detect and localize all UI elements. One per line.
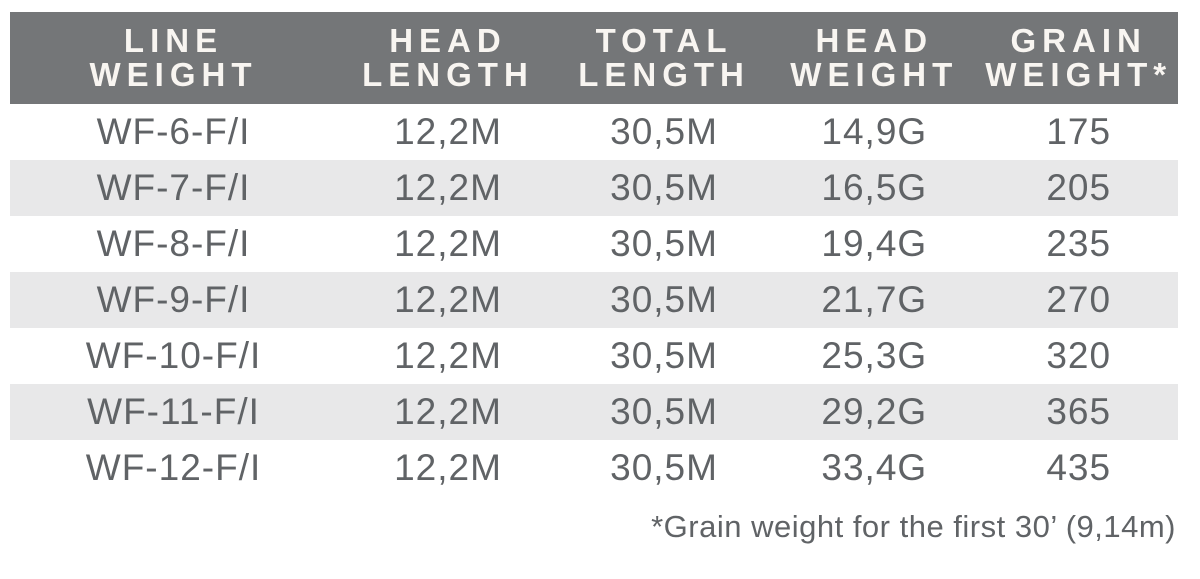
column-header-line-1: HEAD: [815, 22, 934, 60]
column-header-line-2: WEIGHT: [790, 56, 959, 93]
column-header-grain-weight: GRAIN WEIGHT*: [979, 24, 1178, 91]
column-header-line-2: WEIGHT: [89, 56, 258, 93]
cell-head-weight: 14,9G: [821, 111, 928, 152]
cell-grain-weight: 435: [1046, 447, 1112, 488]
column-header-line-1: TOTAL: [595, 22, 733, 60]
column-header-line-weight: LINE WEIGHT: [10, 24, 337, 91]
cell-head-length: 12,2M: [394, 223, 502, 264]
cell-total-length: 30,5M: [610, 391, 718, 432]
cell-line-weight: WF-12-F/I: [85, 447, 262, 488]
column-header-line-2: LENGTH: [362, 56, 534, 93]
cell-total-length: 30,5M: [610, 167, 718, 208]
column-header-head-weight: HEAD WEIGHT: [769, 24, 979, 91]
grain-weight-footnote: *Grain weight for the first 30’ (9,14m): [651, 509, 1176, 544]
cell-head-length: 12,2M: [394, 391, 502, 432]
cell-head-length: 12,2M: [394, 335, 502, 376]
cell-head-length: 12,2M: [394, 167, 502, 208]
column-header-line-2: WEIGHT*: [985, 56, 1173, 93]
table-row: WF-8-F/I 12,2M 30,5M 19,4G 235: [10, 216, 1178, 272]
cell-line-weight: WF-11-F/I: [87, 391, 260, 432]
column-header-line-1: HEAD: [389, 22, 507, 60]
table-header-row: LINE WEIGHT HEAD LENGTH TOTAL LENGTH HEA…: [10, 12, 1178, 104]
cell-total-length: 30,5M: [610, 279, 718, 320]
cell-head-weight: 33,4G: [821, 447, 928, 488]
column-header-line-1: GRAIN: [1010, 22, 1147, 60]
cell-line-weight: WF-8-F/I: [96, 223, 251, 264]
cell-line-weight: WF-9-F/I: [96, 279, 251, 320]
cell-head-length: 12,2M: [394, 279, 502, 320]
cell-grain-weight: 320: [1046, 335, 1112, 376]
cell-line-weight: WF-10-F/I: [85, 335, 262, 376]
cell-grain-weight: 205: [1046, 167, 1112, 208]
cell-head-weight: 29,2G: [821, 391, 928, 432]
cell-head-weight: 21,7G: [821, 279, 928, 320]
cell-grain-weight: 175: [1046, 111, 1112, 152]
cell-head-length: 12,2M: [394, 447, 502, 488]
cell-line-weight: WF-7-F/I: [96, 167, 251, 208]
cell-total-length: 30,5M: [610, 223, 718, 264]
cell-total-length: 30,5M: [610, 335, 718, 376]
cell-head-weight: 16,5G: [821, 167, 928, 208]
table-row: WF-12-F/I 12,2M 30,5M 33,4G 435: [10, 440, 1178, 496]
column-header-line-1: LINE: [123, 22, 224, 60]
cell-grain-weight: 270: [1046, 279, 1112, 320]
column-header-head-length: HEAD LENGTH: [337, 24, 559, 91]
cell-total-length: 30,5M: [610, 447, 718, 488]
cell-head-weight: 25,3G: [821, 335, 928, 376]
table-row: WF-11-F/I 12,2M 30,5M 29,2G 365: [10, 384, 1178, 440]
cell-line-weight: WF-6-F/I: [96, 111, 251, 152]
column-header-line-2: LENGTH: [578, 56, 750, 93]
table-row: WF-6-F/I 12,2M 30,5M 14,9G 175: [10, 104, 1178, 160]
cell-total-length: 30,5M: [610, 111, 718, 152]
table-row: WF-7-F/I 12,2M 30,5M 16,5G 205: [10, 160, 1178, 216]
table-row: WF-9-F/I 12,2M 30,5M 21,7G 270: [10, 272, 1178, 328]
cell-head-weight: 19,4G: [821, 223, 928, 264]
cell-head-length: 12,2M: [394, 111, 502, 152]
table-row: WF-10-F/I 12,2M 30,5M 25,3G 320: [10, 328, 1178, 384]
column-header-total-length: TOTAL LENGTH: [559, 24, 769, 91]
cell-grain-weight: 235: [1046, 223, 1112, 264]
line-spec-table: LINE WEIGHT HEAD LENGTH TOTAL LENGTH HEA…: [10, 12, 1178, 545]
cell-grain-weight: 365: [1046, 391, 1112, 432]
